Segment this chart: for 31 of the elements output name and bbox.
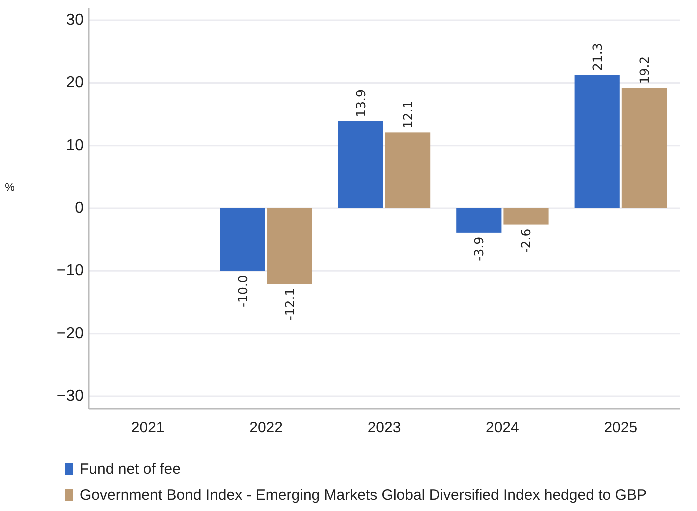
x-tick-label: 2024 (486, 420, 520, 436)
y-tick-label: 20 (66, 74, 84, 92)
data-label: -12.1 (282, 288, 298, 321)
y-tick-label: −20 (56, 325, 84, 342)
bar (386, 132, 431, 208)
y-tick-label: 10 (66, 137, 84, 154)
y-tick-label: 0 (75, 200, 84, 217)
bar (267, 208, 312, 284)
bar (622, 88, 667, 208)
bar (504, 208, 549, 225)
data-label: 13.9 (353, 90, 368, 118)
data-label: 12.1 (400, 100, 416, 129)
y-tick-label: 30 (66, 12, 84, 30)
bar (338, 121, 384, 208)
data-label: -2.6 (518, 228, 534, 254)
legend-label: Government Bond Index - Emerging Markets Global Diversified Index hedged to GBP (80, 487, 647, 504)
bar (456, 208, 502, 233)
x-tick-label: 2025 (604, 420, 638, 436)
bar (574, 75, 620, 208)
data-label: 19.2 (636, 56, 652, 84)
legend-label: Fund net of fee (80, 461, 181, 478)
y-tick-label: −10 (56, 262, 84, 280)
data-label: -3.9 (472, 236, 487, 262)
x-tick-label: 2022 (250, 420, 283, 436)
x-tick-label: 2023 (368, 420, 402, 436)
y-axis-title: % (5, 182, 16, 194)
y-tick-label: −30 (56, 388, 84, 405)
bar (220, 208, 266, 272)
data-label: 21.3 (590, 43, 605, 72)
x-tick-label: 2021 (131, 420, 165, 436)
data-label: -10.0 (235, 275, 250, 308)
